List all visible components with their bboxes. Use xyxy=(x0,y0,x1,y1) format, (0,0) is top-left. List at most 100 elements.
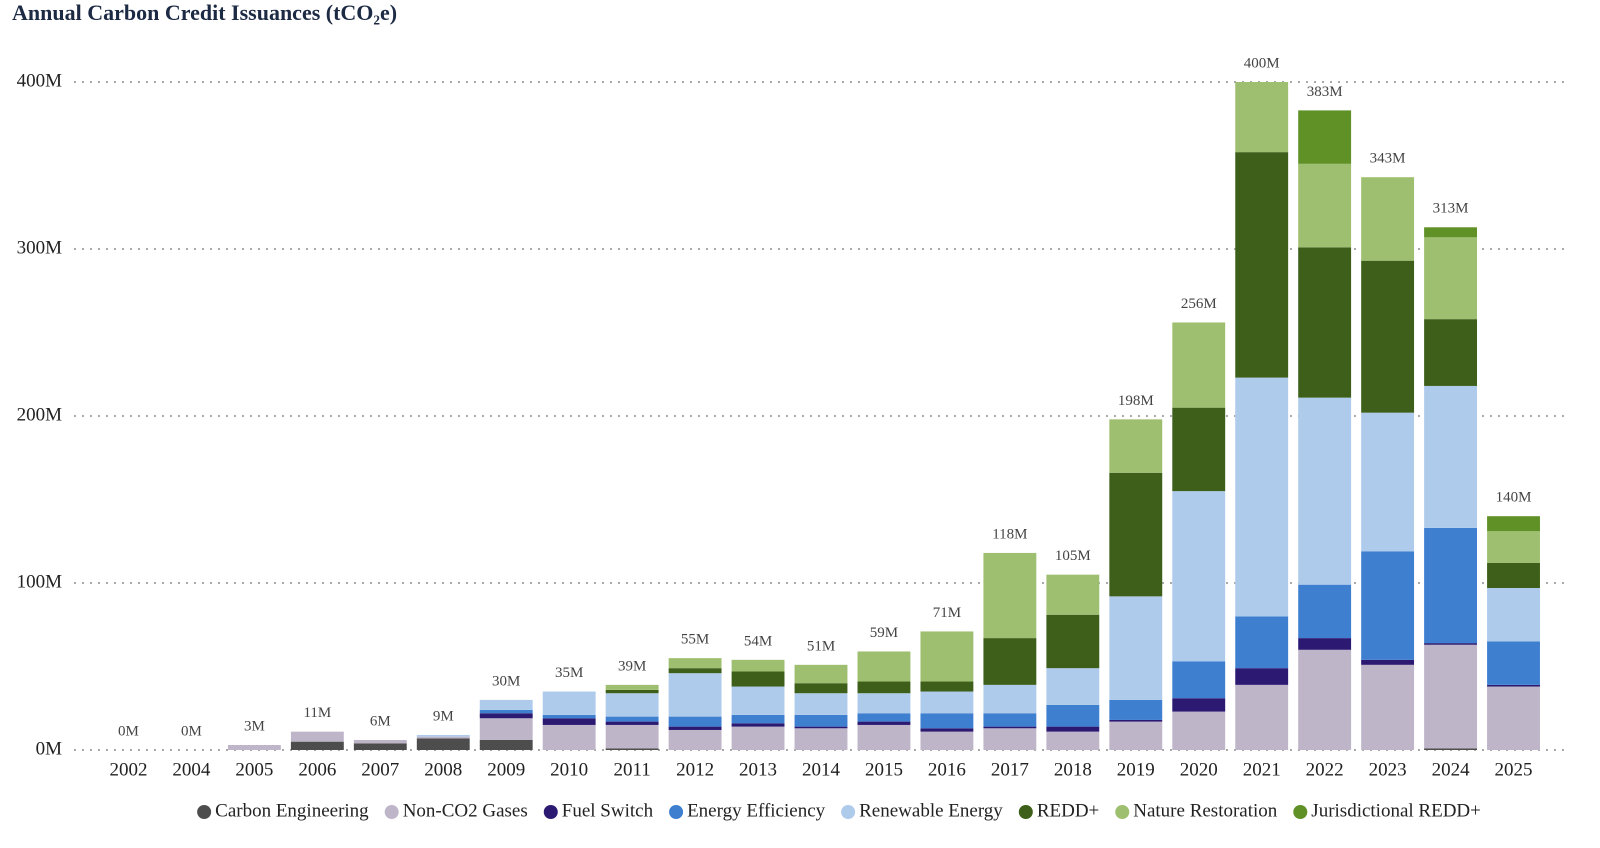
bar-segment xyxy=(668,729,722,750)
bar-segment xyxy=(983,684,1037,714)
bar-segment xyxy=(1487,641,1540,685)
total-label: 54M xyxy=(744,633,772,649)
chart-title: Annual Carbon Credit Issuances (tCO₂e) xyxy=(12,0,397,25)
bar-segment xyxy=(1424,748,1478,750)
bar-segment xyxy=(983,713,1037,727)
bar-segment xyxy=(1235,684,1289,750)
bar-segment xyxy=(1361,412,1415,552)
bar-segment xyxy=(857,681,911,694)
x-tick-label: 2007 xyxy=(361,759,399,780)
bar-segment xyxy=(1235,616,1289,669)
legend-label: Nature Restoration xyxy=(1133,800,1278,821)
legend-swatch xyxy=(197,805,212,819)
y-tick-label: 300M xyxy=(17,237,63,258)
bar-segment xyxy=(1487,531,1540,563)
total-label: 9M xyxy=(433,708,454,724)
bar-segment xyxy=(1487,562,1540,589)
bar-segment xyxy=(920,691,974,714)
bar-segment xyxy=(731,659,785,672)
bar-segment xyxy=(794,683,848,694)
bar-segment xyxy=(1172,491,1226,662)
bar-segment xyxy=(1361,260,1415,413)
x-tick-label: 2008 xyxy=(424,759,462,780)
x-tick-label: 2016 xyxy=(928,759,966,780)
bar-segment xyxy=(1046,731,1100,750)
total-label: 59M xyxy=(870,625,898,641)
legend-swatch xyxy=(543,805,558,819)
bar-segment xyxy=(542,714,596,719)
bar-segment xyxy=(1298,584,1352,639)
bar-segment xyxy=(479,709,533,714)
bar-segment xyxy=(1361,659,1415,665)
bar-segment xyxy=(1109,419,1163,473)
total-label: 39M xyxy=(618,658,646,674)
bar-segment xyxy=(290,741,344,750)
bar-segment xyxy=(1172,322,1226,408)
bar-segment xyxy=(731,686,785,715)
bar-segment xyxy=(668,658,722,669)
bar-segment xyxy=(1298,163,1352,248)
legend-label: Renewable Energy xyxy=(859,800,1003,821)
x-tick-label: 2020 xyxy=(1180,759,1218,780)
bar-segment xyxy=(920,681,974,692)
bar-segment xyxy=(1298,397,1352,585)
x-tick-label: 2018 xyxy=(1054,759,1092,780)
bar-segment xyxy=(605,748,659,750)
bar-segment xyxy=(605,721,659,725)
bar-segment xyxy=(542,718,596,725)
bar-segment xyxy=(1424,319,1478,386)
bar-segment xyxy=(731,723,785,727)
bar-segment xyxy=(983,552,1037,639)
bar-segment xyxy=(479,739,533,750)
bar-segment xyxy=(542,724,596,750)
total-label: 6M xyxy=(370,713,391,729)
bar-segment xyxy=(1172,407,1226,492)
total-label: 35M xyxy=(555,665,583,681)
bar-segment xyxy=(227,744,281,750)
bar-segment xyxy=(857,693,911,714)
bar-segment xyxy=(416,734,470,737)
bar-segment xyxy=(605,684,659,690)
bar-segment xyxy=(920,731,974,750)
bar-segment xyxy=(1424,385,1478,528)
total-label: 105M xyxy=(1055,548,1091,564)
bar-segment xyxy=(983,728,1037,750)
legend-label: Non-CO2 Gases xyxy=(403,800,528,821)
bar-segment xyxy=(1298,649,1352,750)
x-tick-label: 2011 xyxy=(613,759,650,780)
total-label: 30M xyxy=(492,673,520,689)
total-label: 383M xyxy=(1307,84,1343,100)
total-label: 140M xyxy=(1496,490,1532,506)
bar-segment xyxy=(983,638,1037,685)
legend-swatch xyxy=(1018,805,1033,819)
total-label: 71M xyxy=(933,605,961,621)
bar-segment xyxy=(1424,227,1478,238)
bar-segment xyxy=(1487,588,1540,642)
total-label: 0M xyxy=(181,723,202,739)
bar-segment xyxy=(1046,726,1100,732)
bar-segment xyxy=(1172,698,1226,712)
bar-segment xyxy=(1487,686,1540,750)
x-tick-label: 2025 xyxy=(1495,759,1533,780)
legend-label: Carbon Engineering xyxy=(215,800,369,821)
bar-segment xyxy=(479,699,533,710)
bar-segment xyxy=(1109,719,1163,722)
bar-segment xyxy=(920,713,974,729)
y-tick-label: 100M xyxy=(17,571,63,592)
x-tick-label: 2013 xyxy=(739,759,777,780)
bar-segment xyxy=(794,726,848,729)
legend-label: Energy Efficiency xyxy=(687,800,826,821)
bar-segment xyxy=(1424,643,1478,645)
x-tick-label: 2014 xyxy=(802,759,841,780)
x-tick-label: 2015 xyxy=(865,759,903,780)
legend-label: Jurisdictional REDD+ xyxy=(1311,800,1481,821)
bar-segment xyxy=(983,726,1037,729)
bar-segment xyxy=(857,651,911,682)
total-label: 55M xyxy=(681,632,709,648)
bar-segment xyxy=(605,689,659,694)
x-tick-label: 2017 xyxy=(991,759,1029,780)
bar-segment xyxy=(668,668,722,674)
bar-segment xyxy=(731,726,785,750)
bar-segment xyxy=(1235,668,1289,685)
